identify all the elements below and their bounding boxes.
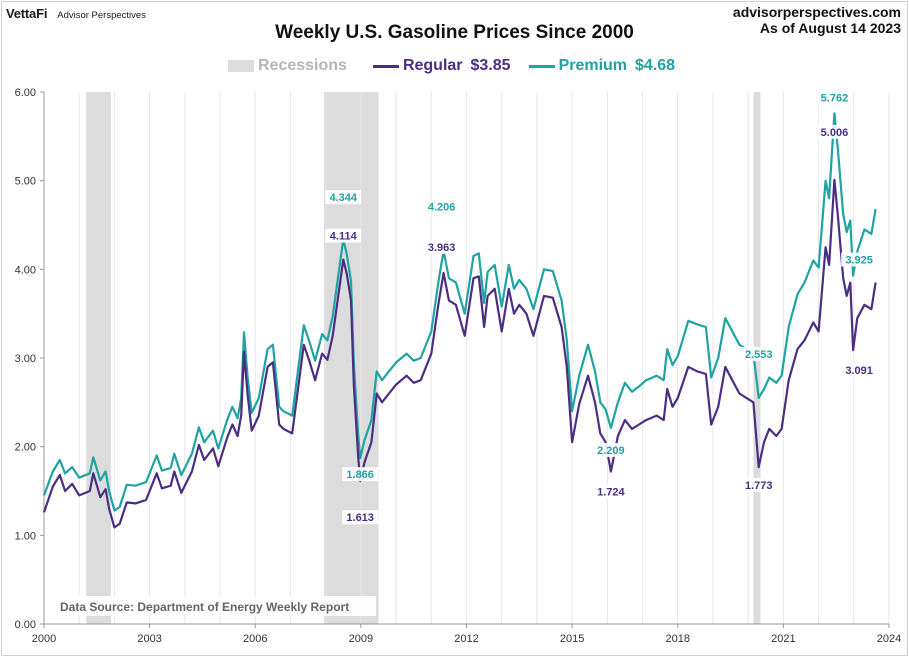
annotation-bg-9 xyxy=(740,478,777,493)
annotation-bg-11 xyxy=(816,124,853,139)
header-info: advisorperspectives.com As of August 14 … xyxy=(733,4,901,36)
site-url[interactable]: advisorperspectives.com xyxy=(732,4,901,20)
annotation-label: 5.006 xyxy=(821,127,849,139)
annotation-bg-8 xyxy=(740,346,777,361)
annotation-label: 1.866 xyxy=(346,469,374,481)
recession-swatch xyxy=(228,60,254,72)
x-tick-label: 2009 xyxy=(349,633,373,645)
brand: VettaFi Advisor Perspectives xyxy=(6,6,146,21)
annotation-label: 2.209 xyxy=(597,445,625,457)
x-tick-label: 2012 xyxy=(454,633,478,645)
annotation-bg-4 xyxy=(423,199,460,214)
annotation-bg-10 xyxy=(816,90,853,105)
source-note-bg xyxy=(52,596,376,616)
annotation-bg-13 xyxy=(841,363,878,378)
legend-premium-value: $4.68 xyxy=(635,57,676,74)
legend-regular-label: Regular xyxy=(402,57,463,74)
annotation-label: 2.553 xyxy=(745,349,773,361)
y-tick-label: 6.00 xyxy=(15,87,36,99)
recession-band-0 xyxy=(86,92,111,624)
annotation-bg-12 xyxy=(841,252,878,267)
legend-regular-value: $3.85 xyxy=(470,57,511,74)
x-tick-label: 2000 xyxy=(32,633,56,645)
brand-tagline: Advisor Perspectives xyxy=(57,10,146,21)
legend-premium: Premium $4.68 xyxy=(528,57,676,75)
brand-logo: VettaFi xyxy=(6,6,48,21)
annotation-label: 1.724 xyxy=(597,486,625,498)
regular-swatch xyxy=(372,64,399,68)
y-tick-label: 5.00 xyxy=(15,176,36,188)
x-tick-label: 2006 xyxy=(243,633,267,645)
recession-band-1 xyxy=(323,92,379,624)
annotation-label: 3.925 xyxy=(845,255,873,267)
premium-swatch xyxy=(528,64,555,68)
y-tick-label: 1.00 xyxy=(15,530,36,542)
series-line-premium xyxy=(42,112,877,512)
legend-regular: Regular $3.85 xyxy=(372,57,511,75)
y-tick-label: 2.00 xyxy=(15,442,36,454)
annotation-bg-6 xyxy=(592,443,629,458)
x-tick-label: 2015 xyxy=(560,633,584,645)
annotation-label: 4.114 xyxy=(330,231,358,243)
chart-title: Weekly U.S. Gasoline Prices Since 2000 xyxy=(275,22,634,43)
annotation-bg-2 xyxy=(342,467,379,482)
x-tick-label: 2003 xyxy=(137,633,161,645)
as-of-date: As of August 14 2023 xyxy=(759,20,901,36)
annotation-bg-0 xyxy=(325,190,362,205)
x-tick-label: 2018 xyxy=(666,633,690,645)
annotation-bg-5 xyxy=(423,239,460,254)
annotation-bg-1 xyxy=(325,228,362,243)
annotation-bg-7 xyxy=(592,484,629,499)
y-tick-label: 0.00 xyxy=(15,619,36,631)
annotation-label: 5.762 xyxy=(821,92,849,104)
series-line-regular xyxy=(42,178,877,529)
annotation-bg-3 xyxy=(342,510,379,525)
annotation-label: 4.344 xyxy=(330,192,358,204)
annotation-label: 1.773 xyxy=(745,480,773,492)
x-tick-label: 2021 xyxy=(771,633,795,645)
y-tick-label: 4.00 xyxy=(15,264,36,276)
legend-recessions-label: Recessions xyxy=(258,57,347,74)
x-tick-label: 2024 xyxy=(877,633,901,645)
legend-recessions: Recessions xyxy=(228,57,355,75)
annotation-label: 1.613 xyxy=(346,512,374,524)
chart-legend: Recessions Regular $3.85 Premium $4.68 xyxy=(228,57,693,75)
annotation-label: 3.963 xyxy=(428,242,456,254)
y-tick-label: 3.00 xyxy=(15,353,36,365)
annotation-label: 4.206 xyxy=(428,202,456,214)
source-note: Data Source: Department of Energy Weekly… xyxy=(60,600,349,614)
legend-premium-label: Premium xyxy=(558,57,628,74)
annotation-label: 3.091 xyxy=(845,365,873,377)
